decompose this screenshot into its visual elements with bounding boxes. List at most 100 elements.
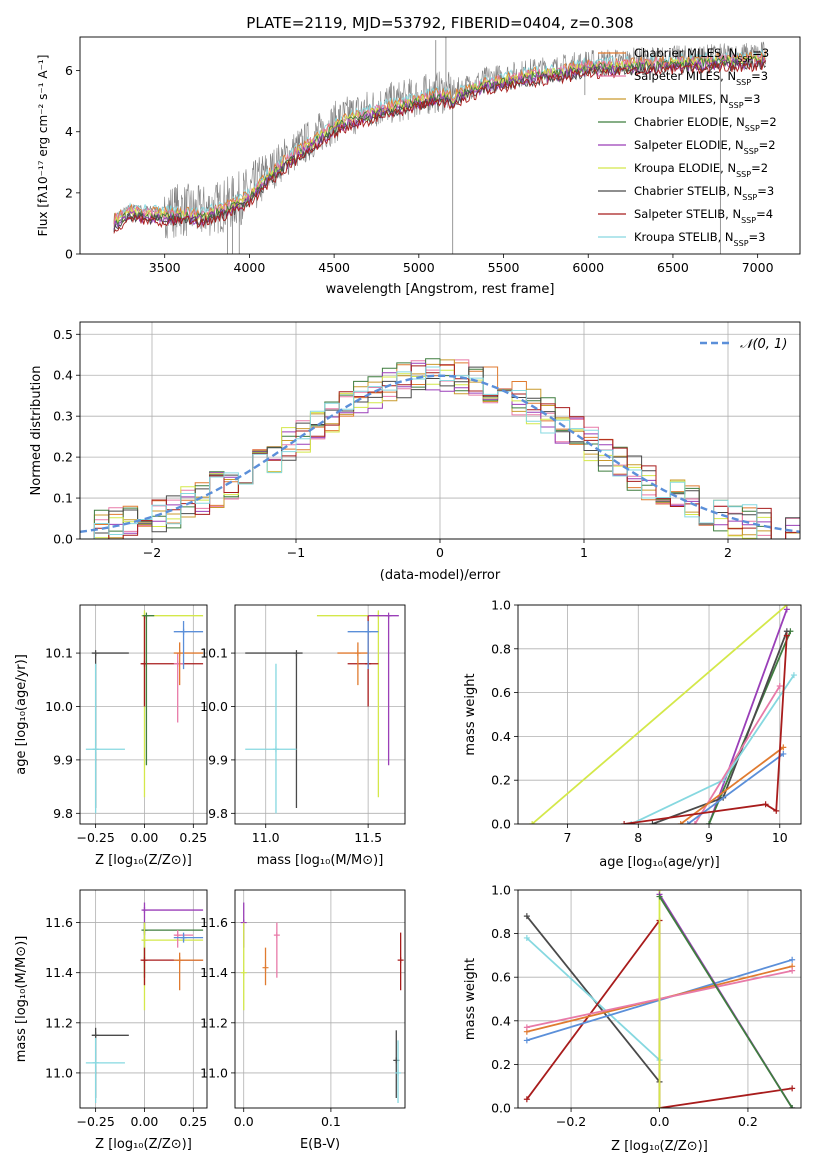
y-tick-label: 10.1 xyxy=(45,646,73,661)
y-tick-label: 10.0 xyxy=(45,699,73,714)
legend-sub: SSP xyxy=(744,147,759,156)
data-point-chabrier_miles xyxy=(337,642,369,686)
y-tick-label: 9.9 xyxy=(53,752,73,767)
data-point-chabrier_miles xyxy=(262,947,269,986)
marker xyxy=(240,969,247,976)
legend-sub: SSP xyxy=(737,55,752,64)
y-tick-label: 11.4 xyxy=(45,965,73,980)
legend-sub: SSP xyxy=(736,170,751,179)
x-tick-label: −1 xyxy=(287,545,305,560)
y-tick-label: 4 xyxy=(65,124,73,139)
data-point-kroupa_elodie xyxy=(316,610,389,798)
data-point-kroupa_elodie xyxy=(141,610,204,798)
series-chabrier_miles xyxy=(680,746,784,824)
y-tick-label: 9.9 xyxy=(208,752,228,767)
legend-sub: SSP xyxy=(745,124,760,133)
y-axis-label: Flux [fλ10⁻¹⁷ erg cm⁻² s⁻¹ A⁻¹] xyxy=(36,55,50,237)
axes-frame xyxy=(79,321,801,540)
y-axis-label: mass [log₁₀(M/M⊙)] xyxy=(14,936,29,1063)
data-point-kroupa_stelib xyxy=(245,663,297,814)
y-tick-label: 0.0 xyxy=(53,532,73,547)
marker xyxy=(354,650,361,657)
marker xyxy=(523,1096,530,1103)
x-tick-label: 5000 xyxy=(403,260,435,275)
y-axis-label: mass weight xyxy=(463,958,478,1040)
series-kroupa_elodie xyxy=(531,605,788,824)
marker xyxy=(780,750,787,757)
marker xyxy=(523,1024,530,1031)
x-axis-label: Z [log₁₀(Z/Z⊙)] xyxy=(611,1139,708,1154)
marker xyxy=(523,1037,530,1044)
legend-entry: Chabrier ELODIE, NSSP=2 xyxy=(634,115,777,133)
legend-suffix: =3 xyxy=(757,184,774,198)
age_vs_mass-plot xyxy=(245,610,399,814)
mass_weight_vs_Z-axes: −0.2 0.0 0.2 0.0 0.2 0.4 0.6 0.8 1.0 Z [log₁₀(Z/Z… xyxy=(463,883,802,1154)
data-point-chabrier_elodie xyxy=(142,612,155,766)
x-tick-label: 7 xyxy=(564,830,572,845)
marker xyxy=(141,937,148,944)
y-tick-label: 0.3 xyxy=(53,409,73,424)
data-point-normal xyxy=(173,932,204,943)
x-axis-label: E(B-V) xyxy=(300,1137,340,1152)
histogram-chabrier_stelib xyxy=(80,366,800,539)
marker xyxy=(365,628,372,635)
y-tick-label: 0.8 xyxy=(491,926,511,941)
legend-entry: Salpeter MILES, NSSP=3 xyxy=(634,69,768,87)
residuals-axes: −2 −1 0 1 2 0.0 0.1 0.2 0.3 0.4 0.5 𝒩(0, 1) (data-mo… xyxy=(29,321,801,583)
marker xyxy=(293,650,300,657)
data-point-kroupa_stelib xyxy=(395,1040,402,1103)
x-tick-label: 0.0 xyxy=(234,1114,254,1129)
marker xyxy=(780,744,787,751)
x-tick-label: 5500 xyxy=(488,260,520,275)
x-tick-label: 0.00 xyxy=(131,1114,159,1129)
x-tick-label: 0 xyxy=(436,545,444,560)
x-axis-label: wavelength [Angstrom, rest frame] xyxy=(326,282,555,297)
marker xyxy=(141,907,148,914)
x-tick-label: 0.25 xyxy=(179,1114,207,1129)
y-tick-label: 11.6 xyxy=(200,915,228,930)
y-tick-label: 9.8 xyxy=(53,806,73,821)
marker xyxy=(180,934,187,941)
marker xyxy=(691,821,698,824)
x-tick-label: 9 xyxy=(705,830,713,845)
x-axis-label: Z [log₁₀(Z/Z⊙)] xyxy=(95,1137,192,1152)
x-tick-label: −0.25 xyxy=(76,1114,114,1129)
x-tick-label: 8 xyxy=(634,830,642,845)
marker xyxy=(773,807,780,814)
marker xyxy=(92,1032,99,1039)
legend-sub: SSP xyxy=(734,239,749,248)
data-point-kroupa_elodie xyxy=(240,922,247,1011)
x-tick-label: 4000 xyxy=(234,260,266,275)
y-tick-label: 11.0 xyxy=(45,1065,73,1080)
spectrum-plot xyxy=(113,37,767,254)
y-tick-label: 9.8 xyxy=(208,806,228,821)
x-tick-label: −0.25 xyxy=(76,830,114,845)
data-point-normal xyxy=(347,621,379,670)
axes-frame xyxy=(517,604,802,825)
marker xyxy=(776,683,783,690)
y-tick-label: 0.8 xyxy=(491,641,511,656)
age_vs_mass-axes: 11.0 11.5 9.8 9.9 10.0 10.1 mass [log₁₀(M/M⊙)] xyxy=(200,604,406,868)
y-tick-label: 6 xyxy=(65,63,73,78)
y-axis-label: mass weight xyxy=(463,673,478,755)
y-tick-label: 0.2 xyxy=(491,773,511,788)
marker xyxy=(395,1069,402,1076)
series-kroupa_stelib xyxy=(526,937,661,1061)
marker xyxy=(523,934,530,941)
y-tick-label: 0.2 xyxy=(53,450,73,465)
y-tick-label: 10.1 xyxy=(200,646,228,661)
legend-entry: Chabrier STELIB, NSSP=3 xyxy=(634,184,774,202)
x-tick-label: 0.00 xyxy=(131,830,159,845)
data-point-kroupa_stelib xyxy=(85,1037,125,1103)
x-tick-label: 2 xyxy=(724,545,732,560)
y-tick-label: 2 xyxy=(65,185,73,200)
x-tick-label: 0.2 xyxy=(738,1114,758,1129)
model-salpeter_stelib xyxy=(113,59,767,234)
data-point-salpeter_miles xyxy=(273,922,280,978)
y-tick-label: 1.0 xyxy=(491,598,511,613)
y-tick-label: 0 xyxy=(65,247,73,262)
y-tick-label: 0.4 xyxy=(491,729,511,744)
marker xyxy=(677,821,684,824)
axes-frame xyxy=(79,604,208,825)
marker xyxy=(143,612,150,619)
